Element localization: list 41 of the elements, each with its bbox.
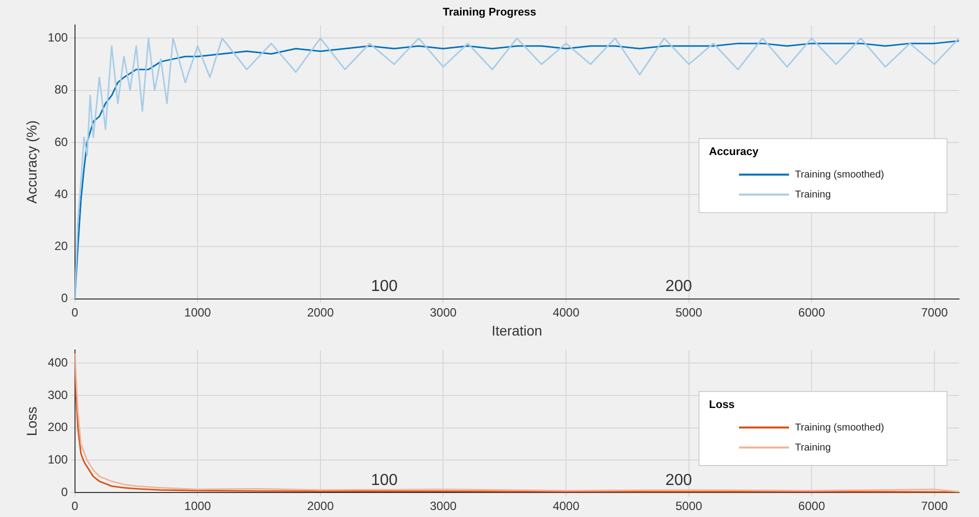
y-tick-label: 200 — [48, 420, 68, 434]
y-tick-label: 100 — [48, 452, 68, 467]
legend-title: Loss — [709, 399, 735, 412]
y-tick-label: 0 — [61, 291, 68, 306]
y-tick-label: 300 — [48, 388, 68, 402]
x-tick-label: 3000 — [430, 305, 457, 320]
y-tick-label: 60 — [54, 134, 68, 149]
x-tick-label: 0 — [71, 499, 78, 514]
legend-label: Training — [795, 442, 831, 454]
annotation: 200 — [665, 472, 692, 490]
y-axis-title: Loss — [23, 406, 40, 436]
x-tick-label: 6000 — [798, 499, 826, 514]
legend-label: Training (smoothed) — [795, 169, 884, 180]
y-axis-title: Accuracy (%) — [23, 120, 40, 204]
legend-label: Training (smoothed) — [795, 422, 884, 434]
x-tick-label: 1000 — [184, 305, 212, 320]
x-tick-label: 2000 — [307, 305, 334, 320]
x-tick-label: 7000 — [921, 305, 948, 320]
x-tick-label: 1000 — [184, 499, 212, 514]
annotation: 200 — [665, 278, 692, 296]
annotation: 100 — [370, 278, 398, 296]
y-tick-label: 20 — [54, 239, 68, 253]
x-tick-label: 5000 — [675, 305, 703, 320]
x-tick-label: 6000 — [798, 305, 826, 320]
x-tick-label: 4000 — [552, 499, 580, 514]
x-axis-title: Iteration — [492, 322, 542, 338]
y-tick-label: 80 — [54, 82, 68, 97]
x-tick-label: 0 — [71, 305, 78, 320]
y-tick-label: 100 — [48, 30, 68, 45]
annotation: 100 — [370, 472, 398, 490]
x-tick-label: 5000 — [675, 499, 703, 514]
x-tick-label: 4000 — [552, 305, 580, 320]
legend-title: Accuracy — [709, 146, 760, 158]
x-tick-label: 2000 — [307, 499, 334, 514]
x-tick-label: 7000 — [921, 499, 948, 514]
legend-label: Training — [795, 189, 831, 200]
y-tick-label: 0 — [61, 484, 68, 499]
x-tick-label: 3000 — [430, 499, 457, 514]
y-tick-label: 400 — [48, 355, 68, 370]
y-tick-label: 40 — [54, 186, 68, 201]
chart-title: Training Progress — [442, 6, 536, 19]
